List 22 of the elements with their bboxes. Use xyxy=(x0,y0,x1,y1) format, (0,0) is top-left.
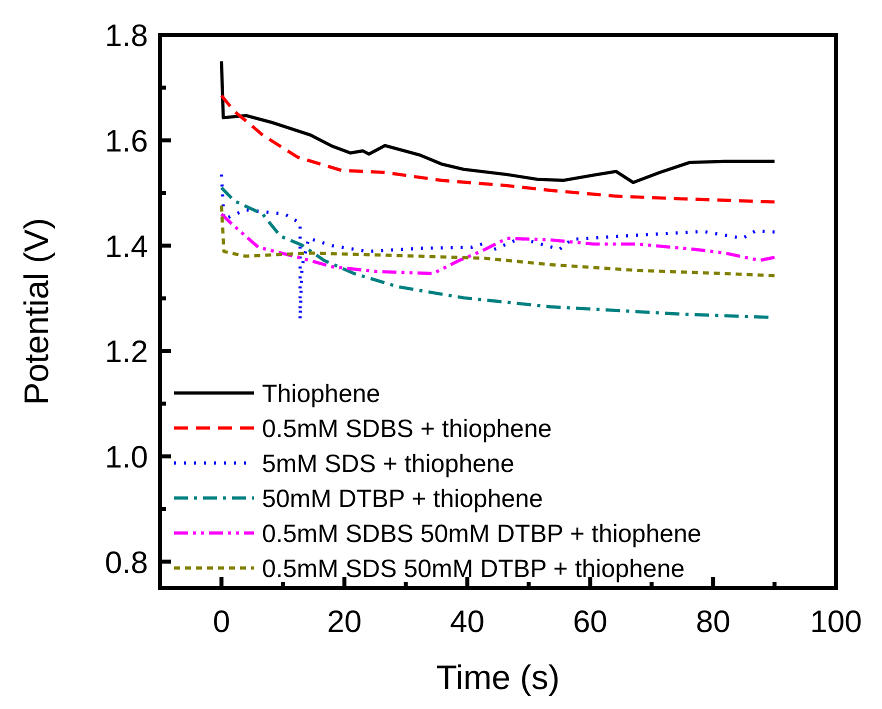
legend-label: Thiophene xyxy=(262,380,380,408)
x-axis-title: Time (s) xyxy=(436,659,560,697)
line-series xyxy=(220,60,776,184)
x-tick-label: 80 xyxy=(696,604,730,639)
legend-label: 50mM DTBP + thiophene xyxy=(262,485,543,513)
y-tick-label: 1.0 xyxy=(104,439,148,474)
y-axis-title: Potential (V) xyxy=(18,218,56,406)
x-tick-label: 60 xyxy=(572,604,608,639)
y-tick-label: 1.8 xyxy=(104,18,148,54)
line-series xyxy=(220,94,776,204)
y-tick-label: 1.4 xyxy=(104,228,148,264)
legend-label: 0.5mM SDS 50mM DTBP + thiophene xyxy=(262,555,685,583)
x-tick-label: 0 xyxy=(212,604,230,639)
legend-label: 0.5mM SDBS + thiophene xyxy=(262,415,552,443)
x-tick-label: 100 xyxy=(810,604,862,639)
legend-label: 0.5mM SDBS 50mM DTBP + thiophene xyxy=(262,520,702,548)
x-tick-label: 40 xyxy=(450,604,485,639)
y-tick-label: 0.8 xyxy=(104,544,148,580)
y-tick-label: 1.6 xyxy=(104,123,148,158)
y-tick-label: 1.2 xyxy=(104,334,148,370)
x-tick-label: 20 xyxy=(327,604,362,639)
legend-label: 5mM SDS + thiophene xyxy=(262,450,514,478)
